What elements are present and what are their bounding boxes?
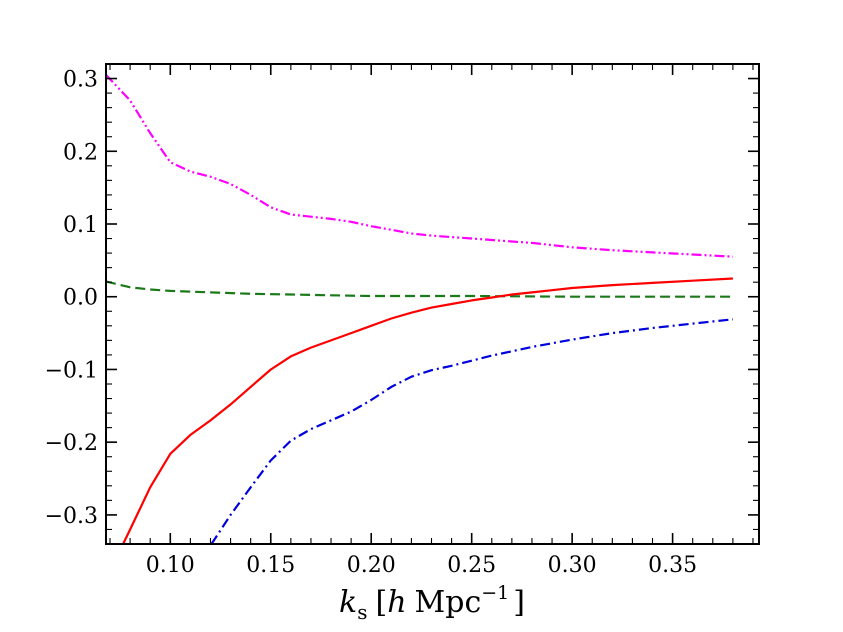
x-axis-label-sub: s — [357, 600, 367, 624]
x-tick-label: 0.10 — [146, 553, 195, 578]
y-tick-label: 0.0 — [63, 286, 98, 311]
y-tick-label: 0.2 — [63, 140, 98, 165]
y-tick-label: 0.3 — [63, 68, 98, 93]
x-axis-label: ks [h Mpc−1] — [339, 582, 525, 624]
x-axis-label-exp: −1 — [481, 582, 509, 604]
tick-label-layer-y: −0.3 −0.2 −0.1 0.0 0.1 0.2 0.3 — [45, 68, 98, 529]
x-tick-label: 0.15 — [246, 553, 295, 578]
x-tick-label: 0.20 — [347, 553, 396, 578]
x-axis-label-unit: Mpc — [415, 585, 482, 620]
y-tick-label: −0.3 — [45, 504, 98, 529]
x-tick-label: 0.35 — [648, 553, 697, 578]
x-tick-label: 0.25 — [447, 553, 496, 578]
plot-frame — [105, 63, 760, 545]
y-tick-label: −0.1 — [45, 358, 98, 383]
x-axis-label-var: k — [339, 585, 357, 620]
y-tick-label: −0.2 — [45, 431, 98, 456]
y-tick-label: 0.1 — [63, 213, 98, 238]
x-tick-label: 0.30 — [548, 553, 597, 578]
series-line-blue-dash-dot — [210, 318, 734, 544]
tick-label-layer-x: 0.10 0.15 0.20 0.25 0.30 0.35 — [146, 553, 697, 578]
series-line-magenta-dash-dot-dot — [106, 74, 733, 258]
series-layer — [106, 74, 734, 544]
series-line-green-dashed — [106, 280, 733, 298]
x-axis-label-h: h — [387, 585, 406, 620]
series-line-red-solid — [122, 277, 733, 544]
